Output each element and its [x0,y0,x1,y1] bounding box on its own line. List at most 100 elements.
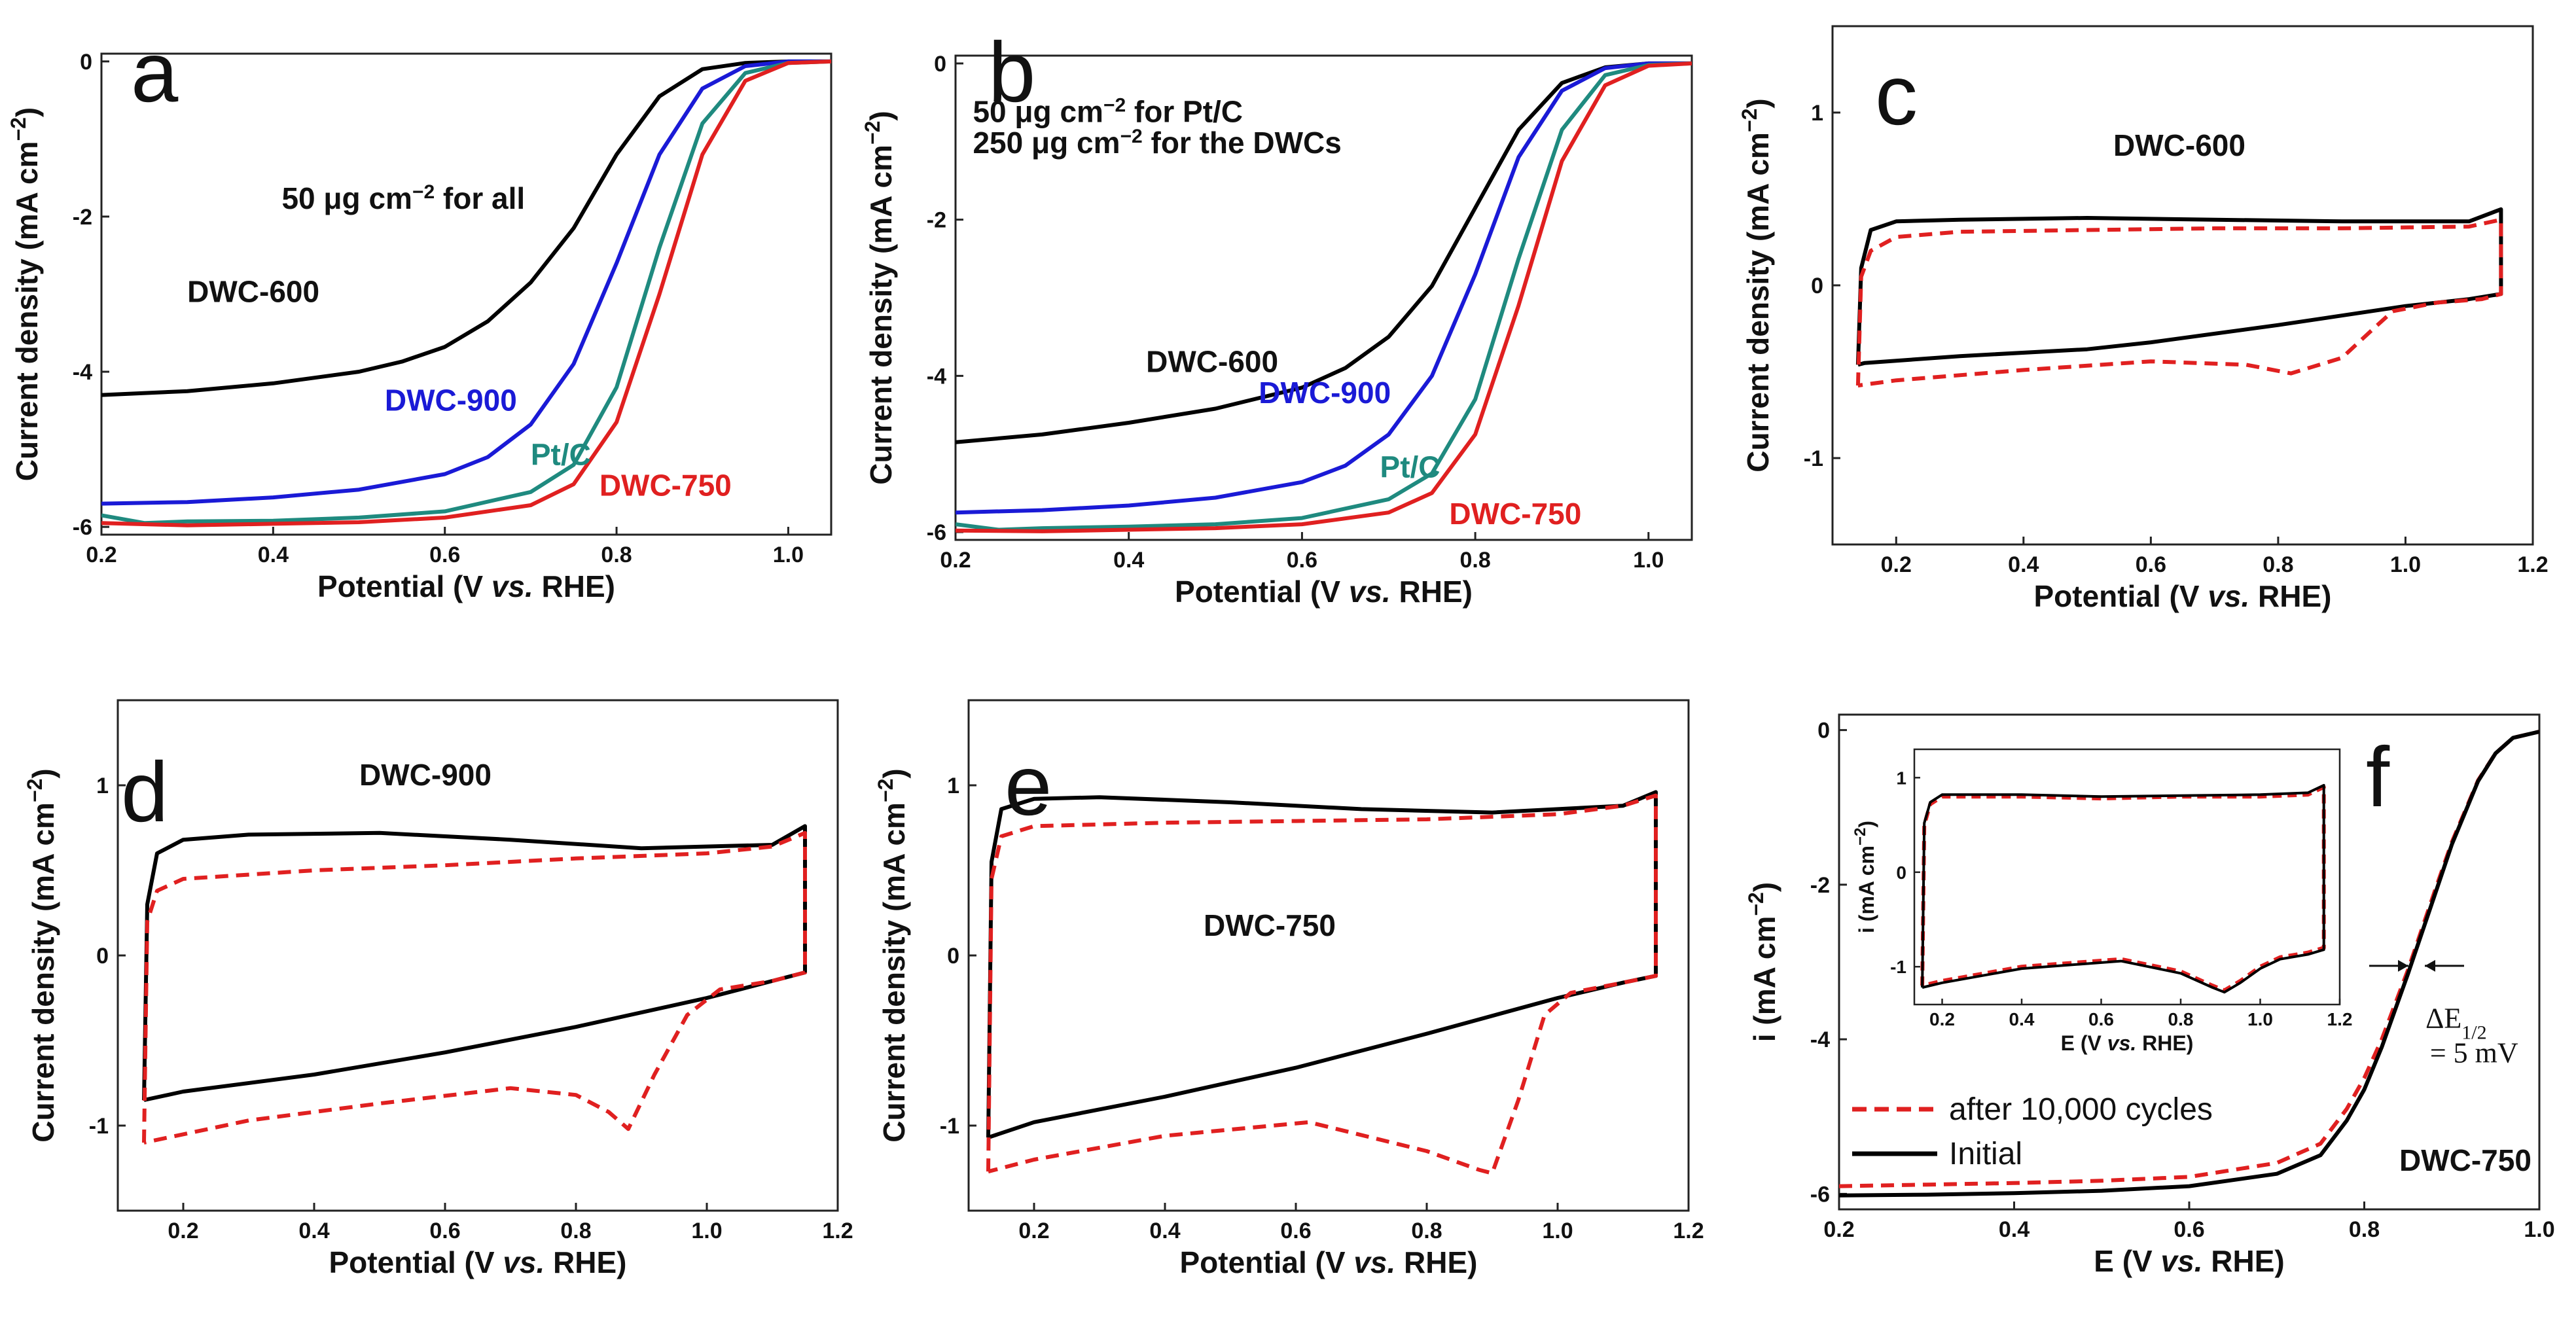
x-tick-label: 0.8 [2349,1217,2380,1242]
text-span: E (V [2094,1244,2160,1278]
x-axis-label: Potential (V vs. RHE) [1180,1245,1478,1279]
superscript-span: −2 [874,779,897,802]
superscript-span: −2 [23,779,46,802]
y-axis-label: Current density (mA cm−2) [874,768,911,1143]
panel-c: 0.2 0.4 0.6 0.8 1.0 1.2 1 0 -1 Potential (V vs. R… [1738,25,2549,613]
text-span: DWC-750 [599,469,732,503]
text-span: cm [1855,846,1878,876]
text-span: cm [26,802,60,846]
text-span: RHE) [533,569,615,603]
y-tick-label: 0 [1817,719,1830,743]
annotation: DWC-750 [2399,1143,2531,1177]
x-tick-label: 1.0 [2390,552,2421,577]
text-span: cm [1060,94,1103,128]
panel-label: a [131,24,179,120]
subscript-span: 1/2 [2461,1022,2486,1043]
text-span: ) [1741,98,1775,108]
y-tick-label: -2 [73,205,92,230]
superscript-span: −2 [861,121,884,145]
y-tick-label: 1 [1811,101,1823,126]
italic-span: vs. [503,1245,545,1279]
panel-title: DWC-600 [2113,128,2245,162]
inset-y-axis-label: i (mA cm−2) [1851,821,1879,933]
text-span: Current density (mA [864,188,898,485]
y-axis-label: Current density (mA cm−2) [861,111,898,485]
text-span: cm [864,145,898,188]
text-span: cm [1077,126,1120,160]
inset-x-tick-label: 0.4 [2009,1009,2035,1029]
y-tick-label: 1 [96,774,109,798]
text-span: RHE) [2249,579,2331,613]
x-tick-label: 0.2 [1823,1217,1854,1242]
text-span: DWC-750 [2399,1143,2531,1177]
y-tick-label: 0 [80,50,92,75]
text-span: cm [10,141,44,185]
text-span: cm [877,802,911,846]
italic-span: vs. [2208,579,2249,613]
panel-b: 0.2 0.4 0.6 0.8 1.0 0 -2 -4 -6 Potential (V vs. R… [861,24,1693,609]
annotation: 250 μg cm−2 for the DWCs [973,126,1341,160]
panel-d: 0.2 0.4 0.6 0.8 1.0 1.2 1 0 -1 Potential (V vs. R… [23,699,853,1279]
x-tick-label: 1.2 [2517,552,2548,577]
x-tick-label: 0.2 [940,548,971,573]
annotation: ΔE1/2 [2425,1002,2487,1043]
text-span: Current density (mA [10,185,44,481]
y-tick-label: -2 [1810,873,1830,898]
y-tick-label: 1 [947,774,959,798]
text-span: i (mA [1855,876,1878,933]
y-tick-label: -4 [1810,1027,1830,1052]
legend-label: after 10,000 cycles [1949,1092,2213,1127]
annotation: DWC-750 [1449,497,1581,531]
series-line-pt-c [101,59,831,525]
x-tick-label: 0.2 [168,1219,198,1243]
annotation: DWC-900 [385,383,517,417]
series-line-initial [1839,730,2539,1198]
plot-frame [967,699,1690,1212]
series-line-dashed [142,830,807,1145]
panel-label: f [2366,729,2390,825]
panel-e: 0.2 0.4 0.6 0.8 1.0 1.2 1 0 -1 Potential (V vs. R… [874,699,1704,1279]
series-line-pt-c [956,61,1692,532]
panel-label: d [121,744,168,840]
inset-x-tick-label: 0.8 [2168,1009,2194,1029]
x-tick-label: 0.6 [429,1219,460,1243]
inset-y-tick-label: -1 [1890,957,1906,977]
series-line-dashed [1855,217,2503,388]
superscript-span: −2 [412,181,435,203]
x-tick-label: 0.8 [2263,552,2293,577]
y-tick-label: -6 [73,515,92,540]
series-line-dwc-900 [956,61,1692,515]
inset-background [1849,730,2359,1083]
text-span: Potential (V [1175,575,1349,609]
x-tick-label: 0.4 [1149,1219,1180,1243]
text-span: E (V [2061,1031,2107,1055]
text-span: Current density (mA [877,846,911,1143]
series-line-solid [986,790,1658,1140]
series-line-dwc-750 [956,61,1692,533]
text-span: cm [1747,916,1781,959]
text-span: Pt/C [1380,450,1440,484]
panel-a: 0.2 0.4 0.6 0.8 1.0 0 -2 -4 -6 Potential (V vs. R… [7,24,832,603]
x-tick-label: 0.8 [1459,548,1490,573]
x-tick-label: 1.0 [2524,1217,2554,1242]
text-span: Potential (V [1180,1245,1354,1279]
x-tick-label: 0.2 [1018,1219,1049,1243]
inset-y-tick-label: 0 [1896,863,1906,883]
y-tick-label: -1 [1804,446,1823,471]
panel-label: b [988,24,1035,120]
x-tick-label: 1.0 [1542,1219,1573,1243]
x-axis-label: Potential (V vs. RHE) [2034,579,2332,613]
text-span: RHE) [1395,1245,1477,1279]
panel-f: 0.2 0.4 0.6 0.8 1.0 0 -2 -4 -6 E (V vs. RHE) i (mA… [1744,713,2555,1278]
text-span: Current density (mA [1741,176,1775,472]
arrow-right-head [2425,959,2435,972]
y-tick-label: -4 [927,364,946,389]
text-span: RHE) [2136,1031,2193,1055]
inset-x-tick-label: 1.2 [2327,1009,2353,1029]
annotation: DWC-900 [1259,376,1391,410]
text-span: = 5 mV [2430,1037,2518,1069]
panel-title: DWC-750 [1204,908,1336,942]
y-tick-label: -1 [940,1114,959,1139]
annotation: Pt/C [1380,450,1440,484]
x-tick-label: 0.2 [1881,552,1912,577]
